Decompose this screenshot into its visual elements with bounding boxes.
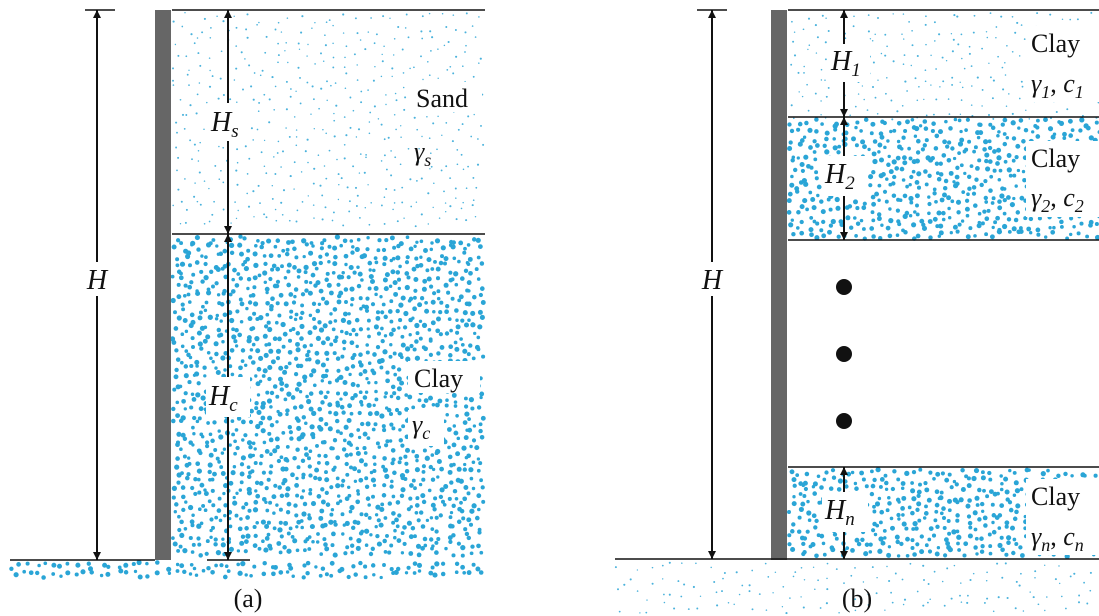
ellipsis-dot: [836, 346, 852, 362]
layer-n-name: Clay: [1031, 482, 1080, 511]
clay-unit-weight-a: γc: [412, 410, 430, 443]
layer-2-properties: γ2, c2: [1031, 183, 1084, 216]
clay-layer-name-a: Clay: [414, 364, 463, 393]
layer-2-name: Clay: [1031, 144, 1080, 173]
sand-layer-name: Sand: [416, 84, 468, 113]
total-height-label-b: H: [701, 265, 724, 296]
ellipsis-dot: [836, 413, 852, 429]
clay-thickness-label: Hc: [208, 381, 238, 416]
layer-1-thickness-label: H1: [830, 46, 861, 81]
total-height-label-a: H: [86, 265, 109, 296]
sand-thickness-label: Hs: [210, 107, 239, 142]
panel-a: H Hs Hc Sand γs Clay γc (a): [10, 9, 485, 613]
soil-dot-fills: [9, 11, 1099, 615]
ellipsis-dot: [836, 279, 852, 295]
panel-b: H H1 H2 Hn Clay γ1, c1 Clay γ2, c2 Clay …: [615, 9, 1099, 613]
sand-unit-weight: γs: [414, 137, 431, 170]
layer-n-thickness-label: Hn: [824, 495, 855, 530]
retaining-wall-b: [771, 10, 787, 560]
layer-1-properties: γ1, c1: [1031, 69, 1084, 102]
retaining-wall-a: [155, 10, 171, 560]
layer-1-name: Clay: [1031, 29, 1080, 58]
caption-a: (a): [234, 584, 263, 613]
caption-b: (b): [842, 584, 872, 613]
layer-n-properties: γn, cn: [1031, 522, 1084, 555]
layer-2-thickness-label: H2: [824, 159, 855, 194]
